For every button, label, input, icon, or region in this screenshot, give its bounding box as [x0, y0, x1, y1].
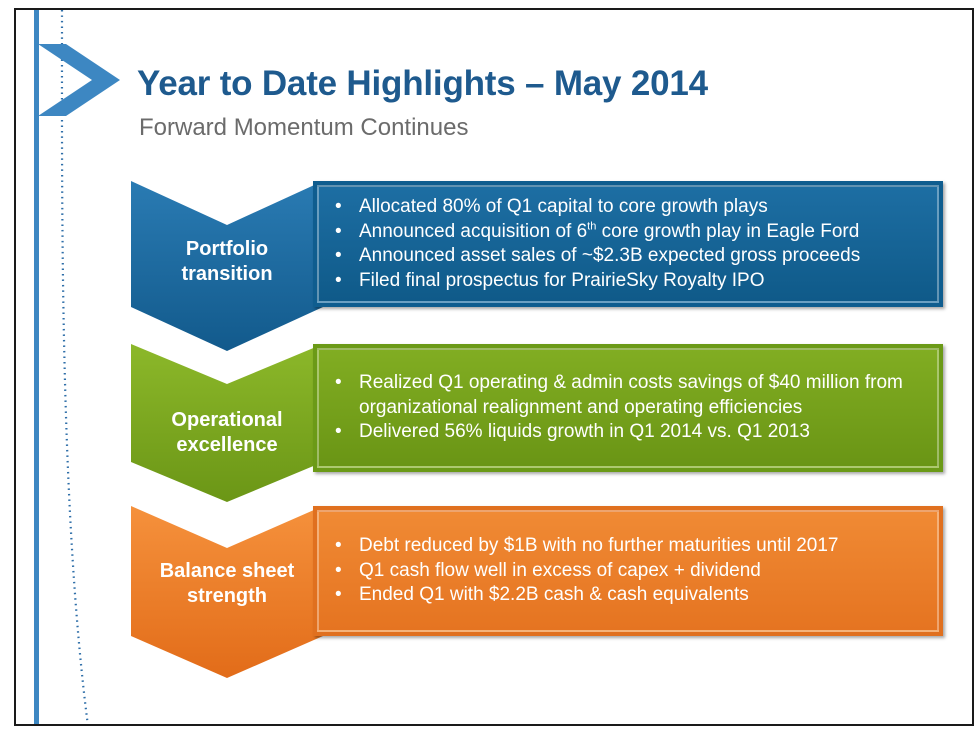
bullet-item: • Ended Q1 with $2.2B cash & cash equival…	[335, 583, 839, 608]
bullet-dot-icon: •	[335, 372, 342, 394]
bullet-item: • Filed final prospectus for PrairieSky R…	[335, 269, 860, 294]
chevron-label: Portfolio transition	[181, 238, 273, 285]
panel-portfolio-transition: • Allocated 80% of Q1 capital to core gro…	[313, 181, 943, 307]
bullet-dot-icon: •	[335, 535, 342, 557]
chevron-operational-excellence: Operational excellence	[131, 344, 323, 502]
bullet-item: • Announced acquisition of 6th core growt…	[335, 220, 860, 245]
bullet-item: • Delivered 56% liquids growth in Q1 2014…	[335, 420, 937, 445]
page-title: Year to Date Highlights – May 2014	[137, 64, 708, 103]
bullet-item: • Debt reduced by $1B with no further mat…	[335, 534, 839, 559]
bullet-dot-icon: •	[335, 421, 342, 443]
arrow-chevron-icon	[38, 44, 120, 116]
chevron-shape	[131, 506, 323, 678]
panel-balance-sheet-strength: • Debt reduced by $1B with no further mat…	[313, 506, 943, 636]
chevron-portfolio-transition: Portfolio transition	[131, 181, 323, 351]
chevron-balance-sheet-strength: Balance sheet strength	[131, 506, 323, 678]
chevron-shape	[131, 344, 323, 502]
bullet-item: • Announced asset sales of ~$2.3B expecte…	[335, 244, 860, 269]
chevron-label: Operational excellence	[171, 409, 283, 456]
bullet-item: • Allocated 80% of Q1 capital to core gro…	[335, 195, 860, 220]
bullet-dot-icon: •	[335, 220, 342, 242]
bullet-dot-icon: •	[335, 245, 342, 266]
bullet-dot-icon: •	[335, 196, 342, 217]
chevron-label: Balance sheet strength	[159, 560, 295, 607]
left-vertical-bar	[34, 10, 39, 724]
dotted-arc	[60, 10, 89, 724]
page-subtitle: Forward Momentum Continues	[139, 114, 469, 141]
bullet-item: • Realized Q1 operating & admin costs sav…	[335, 372, 903, 418]
slide: Year to Date Highlights – May 2014 Forwa…	[14, 8, 974, 726]
bullet-dot-icon: •	[335, 559, 342, 581]
bullet-list: • Realized Q1 operating & admin costs sav…	[319, 371, 937, 445]
bullet-dot-icon: •	[335, 269, 342, 291]
bullet-dot-icon: •	[335, 584, 342, 606]
panel-operational-excellence: • Realized Q1 operating & admin costs sav…	[313, 344, 943, 472]
chevron-shape	[131, 181, 323, 351]
bullet-list: • Debt reduced by $1B with no further mat…	[319, 534, 839, 608]
decorative-arrow-graphic	[34, 10, 120, 724]
bullet-item: • Q1 cash flow well in excess of capex + …	[335, 559, 839, 584]
bullet-list: • Allocated 80% of Q1 capital to core gro…	[319, 195, 860, 293]
